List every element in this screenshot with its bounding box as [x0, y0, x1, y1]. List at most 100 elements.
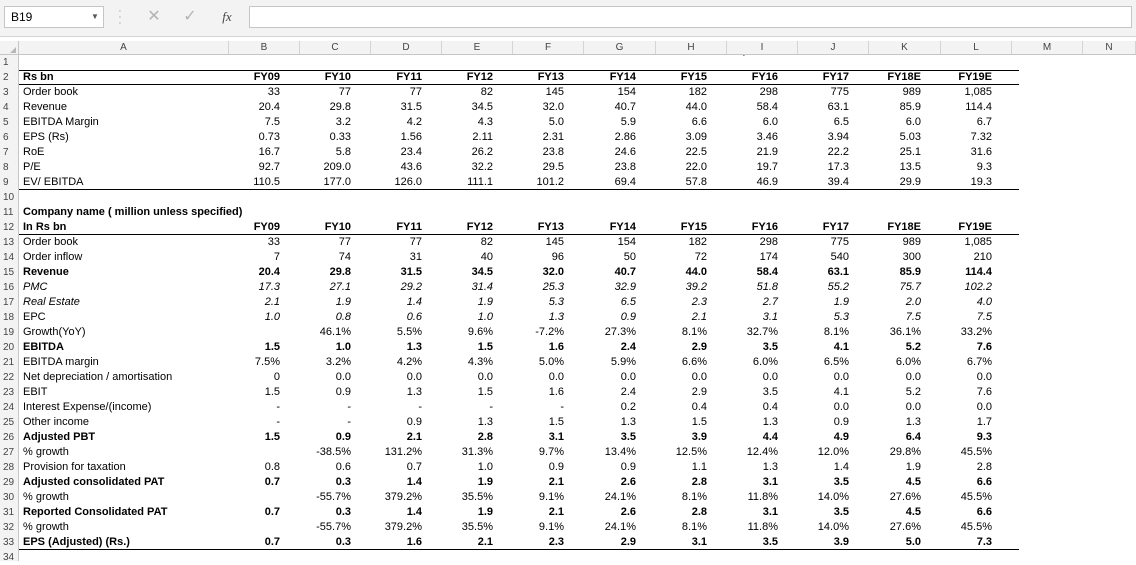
- table-cell[interactable]: 31: [409, 251, 422, 263]
- table-cell[interactable]: 50: [623, 251, 636, 263]
- table-cell[interactable]: 0.73: [258, 131, 280, 143]
- row-header-14[interactable]: 14: [3, 252, 15, 263]
- table-cell[interactable]: 1.4: [406, 476, 422, 488]
- table-cell[interactable]: 0.4: [691, 401, 707, 413]
- column-header-g[interactable]: G: [584, 41, 656, 54]
- table-cell[interactable]: 3.9: [691, 431, 707, 443]
- table-cell[interactable]: 9.3: [976, 431, 992, 443]
- table-cell[interactable]: 6.7%: [966, 356, 992, 368]
- row-label[interactable]: Other income: [23, 416, 90, 428]
- table-cell[interactable]: 1.3: [762, 416, 778, 428]
- table-cell[interactable]: 1.9: [833, 296, 849, 308]
- table-cell[interactable]: 14.0%: [817, 521, 849, 533]
- table-cell[interactable]: 379.2%: [384, 521, 422, 533]
- table-cell[interactable]: 31.6: [970, 146, 992, 158]
- table-cell[interactable]: 1.9: [905, 461, 921, 473]
- table-cell[interactable]: 3.09: [685, 131, 707, 143]
- row-label[interactable]: Order book: [23, 236, 79, 248]
- table-cell[interactable]: -55.7%: [316, 521, 351, 533]
- table-cell[interactable]: 25.3: [542, 281, 564, 293]
- table-cell[interactable]: -: [489, 401, 493, 413]
- table-cell[interactable]: 39.4: [827, 176, 849, 188]
- row-label[interactable]: P/E: [23, 161, 41, 173]
- table-cell[interactable]: 35.5%: [461, 521, 493, 533]
- table-cell[interactable]: 4.1: [833, 341, 849, 353]
- table-cell[interactable]: 19.3: [970, 176, 992, 188]
- row-header-23[interactable]: 23: [3, 387, 15, 398]
- worksheet-grid[interactable]: ` Rs bn FY09 FY10 FY11 FY12 FY13 FY14 FY15 FY16 F…: [19, 55, 1136, 561]
- table-cell[interactable]: 2.11: [472, 131, 493, 143]
- table-cell[interactable]: 1.56: [400, 131, 422, 143]
- table-cell[interactable]: 3.94: [827, 131, 849, 143]
- table-cell[interactable]: 540: [830, 251, 849, 263]
- column-header-d[interactable]: D: [371, 41, 442, 54]
- table-cell[interactable]: 7: [273, 251, 280, 263]
- row-header-10[interactable]: 10: [3, 192, 15, 203]
- table-cell[interactable]: 5.3: [548, 296, 564, 308]
- table-cell[interactable]: 24.1%: [604, 491, 636, 503]
- table-cell[interactable]: 40.7: [614, 101, 636, 113]
- row-header-29[interactable]: 29: [3, 477, 15, 488]
- table-cell[interactable]: [229, 325, 280, 340]
- row-header-4[interactable]: 4: [3, 102, 9, 113]
- table-cell[interactable]: 31.5: [400, 266, 422, 278]
- table-cell[interactable]: 33: [267, 236, 280, 248]
- row-header-30[interactable]: 30: [3, 492, 15, 503]
- table-cell[interactable]: 32.2: [471, 161, 493, 173]
- row-header-13[interactable]: 13: [3, 237, 15, 248]
- table-cell[interactable]: FY10: [324, 71, 351, 83]
- table-cell[interactable]: 4.2%: [396, 356, 422, 368]
- table-cell[interactable]: 16.7: [258, 146, 280, 158]
- table-cell[interactable]: 182: [688, 86, 707, 98]
- table-cell[interactable]: -: [347, 416, 351, 428]
- row-header-5[interactable]: 5: [3, 117, 9, 128]
- row-label[interactable]: Rs bn: [23, 71, 54, 83]
- row-header-31[interactable]: 31: [3, 507, 15, 518]
- row-header-17[interactable]: 17: [3, 297, 15, 308]
- table-cell[interactable]: 5.5%: [396, 326, 422, 338]
- table-cell[interactable]: 0.0: [833, 371, 849, 383]
- table-cell[interactable]: 3.2: [335, 116, 351, 128]
- table-cell[interactable]: 7.6: [976, 341, 992, 353]
- table-cell[interactable]: 298: [759, 86, 778, 98]
- table-cell[interactable]: 1.3: [620, 416, 636, 428]
- table-cell[interactable]: 0.7: [264, 476, 280, 488]
- table-cell[interactable]: 126.0: [394, 176, 422, 188]
- table-cell[interactable]: FY18E: [887, 71, 921, 83]
- row-label[interactable]: EPS (Rs): [23, 131, 69, 143]
- table-cell[interactable]: 0.0: [833, 401, 849, 413]
- table-cell[interactable]: 6.6%: [681, 356, 707, 368]
- table-cell[interactable]: 5.0%: [538, 356, 564, 368]
- table-cell[interactable]: FY11: [396, 221, 422, 233]
- table-cell[interactable]: 6.4: [905, 431, 921, 443]
- column-header-n[interactable]: N: [1083, 41, 1136, 54]
- row-header-32[interactable]: 32: [3, 522, 15, 533]
- table-cell[interactable]: 1.0: [335, 341, 351, 353]
- table-cell[interactable]: 2.8: [691, 506, 707, 518]
- column-header-a[interactable]: A: [19, 41, 229, 54]
- column-header-e[interactable]: E: [442, 41, 513, 54]
- table-cell[interactable]: 4.9: [833, 431, 849, 443]
- table-cell[interactable]: 6.0%: [752, 356, 778, 368]
- table-cell[interactable]: 77: [409, 236, 422, 248]
- row-label[interactable]: EBIT: [23, 386, 48, 398]
- table-cell[interactable]: 63.1: [827, 266, 849, 278]
- table-cell[interactable]: 0.8: [335, 311, 351, 323]
- table-cell[interactable]: 4.0: [976, 296, 992, 308]
- table-cell[interactable]: 7.5: [905, 311, 921, 323]
- table-cell[interactable]: 182: [688, 236, 707, 248]
- table-cell[interactable]: FY09: [253, 221, 280, 233]
- row-label[interactable]: Growth(YoY): [23, 326, 86, 338]
- row-header-21[interactable]: 21: [3, 357, 15, 368]
- table-cell[interactable]: 114.4: [965, 266, 992, 278]
- table-cell[interactable]: 0.0: [976, 401, 992, 413]
- table-cell[interactable]: 11.8%: [747, 491, 778, 503]
- table-cell[interactable]: 300: [902, 251, 921, 263]
- table-cell[interactable]: 1.5: [477, 386, 493, 398]
- table-cell[interactable]: 2.3: [691, 296, 707, 308]
- table-cell[interactable]: FY17: [822, 221, 849, 233]
- table-cell[interactable]: 1.3: [406, 386, 422, 398]
- table-cell[interactable]: 0.33: [329, 131, 351, 143]
- row-label[interactable]: % growth: [23, 446, 69, 458]
- table-cell[interactable]: 1.4: [833, 461, 849, 473]
